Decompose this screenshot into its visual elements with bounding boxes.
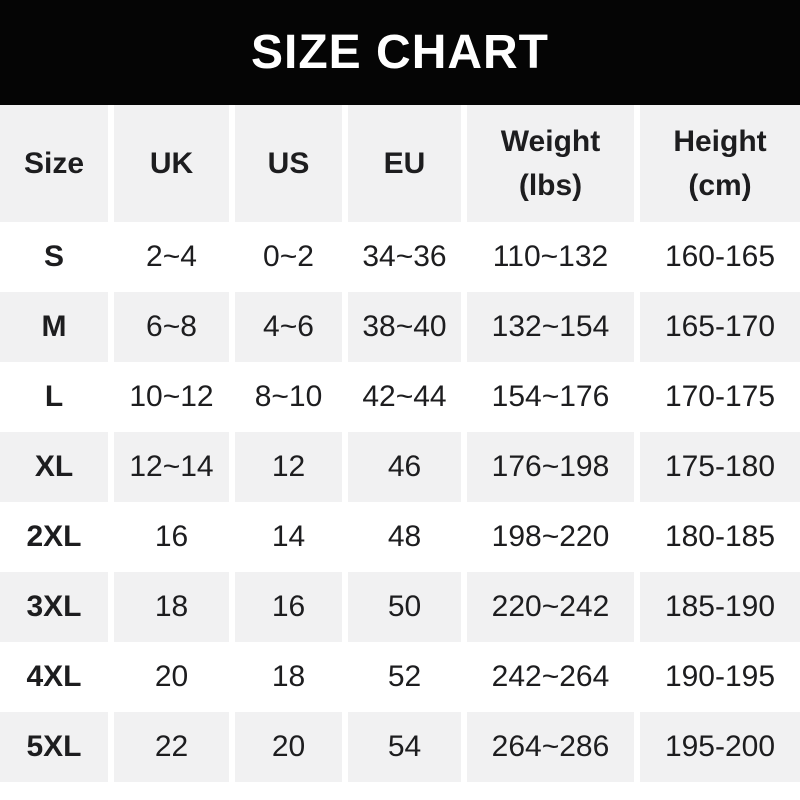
height-value: 170-175 [664,379,776,413]
title-banner: SIZE CHART [0,0,800,105]
column-header-eu-line: EU [383,146,426,180]
us-value: 4~6 [235,292,342,362]
eu-value: 38~40 [348,292,461,362]
column-header-us-line: US [267,146,310,180]
us-value: 16 [235,572,342,642]
uk-value: 16 [154,519,189,553]
us-value: 18 [271,659,306,693]
weight-value: 110~132 [492,239,609,273]
uk-value: 18 [114,572,229,642]
size-label: XL [0,432,108,502]
column-header-eu: EU [348,105,461,222]
uk-value: 22 [114,712,229,782]
column-header-height-line: Height [673,125,767,158]
weight-value: 176~198 [467,432,634,502]
table-row-3xl: 3XL 18 16 50 220~242 185-190 [0,572,800,642]
table-row-5xl: 5XL 22 20 54 264~286 195-200 [0,712,800,782]
height-value: 165-170 [640,292,800,362]
eu-value: 52 [387,659,422,693]
size-label: 4XL [26,659,82,693]
weight-value: 220~242 [467,572,634,642]
column-header-size-line: Size [23,146,85,180]
size-label: S [43,239,64,273]
table-row-4xl: 4XL 20 18 52 242~264 190-195 [0,642,800,712]
page-title: SIZE CHART [251,26,549,79]
eu-value: 42~44 [362,379,447,413]
column-header-weight-line: (lbs) [518,168,583,202]
size-label: 2XL [26,519,82,553]
column-header-height: Height (cm) [640,105,800,222]
size-label: 5XL [0,712,108,782]
uk-value: 20 [154,659,189,693]
eu-value: 34~36 [362,239,447,273]
uk-value: 12~14 [114,432,229,502]
table-row-m: M 6~8 4~6 38~40 132~154 165-170 [0,292,800,362]
us-value: 20 [235,712,342,782]
weight-value: 242~264 [491,659,610,693]
us-value: 8~10 [254,379,323,413]
column-header-weight-line: Weight [500,125,601,158]
table-row-2xl: 2XL 16 14 48 198~220 180-185 [0,502,800,572]
column-header-uk-line: UK [149,146,194,180]
column-header-uk: UK [114,105,229,222]
table-header-row: Size UK US EU Weight (lbs) Height (cm) [0,105,800,222]
weight-value: 132~154 [467,292,634,362]
weight-value: 264~286 [467,712,634,782]
uk-value: 2~4 [146,239,197,273]
size-chart-table: Size UK US EU Weight (lbs) Height (cm) S 2~4 0~2 34… [0,105,800,782]
height-value: 175-180 [640,432,800,502]
column-header-height-line: (cm) [688,168,752,202]
height-value: 160-165 [664,239,776,273]
table-row-xl: XL 12~14 12 46 176~198 175-180 [0,432,800,502]
eu-value: 48 [387,519,422,553]
height-value: 185-190 [640,572,800,642]
us-value: 12 [235,432,342,502]
weight-value: 154~176 [491,379,610,413]
table-row-s: S 2~4 0~2 34~36 110~132 160-165 [0,222,800,292]
height-value: 180-185 [664,519,776,553]
size-label: M [0,292,108,362]
weight-value: 198~220 [491,519,610,553]
size-label: L [44,379,64,413]
uk-value: 10~12 [129,379,214,413]
size-chart-page: SIZE CHART Size UK US EU Weight (lbs) Height (c… [0,0,800,782]
table-row-l: L 10~12 8~10 42~44 154~176 170-175 [0,362,800,432]
column-header-weight: Weight (lbs) [467,105,634,222]
us-value: 14 [271,519,306,553]
eu-value: 50 [348,572,461,642]
height-value: 195-200 [640,712,800,782]
eu-value: 46 [348,432,461,502]
eu-value: 54 [348,712,461,782]
column-header-us: US [235,105,342,222]
height-value: 190-195 [664,659,776,693]
us-value: 0~2 [263,239,314,273]
size-label: 3XL [0,572,108,642]
column-header-size: Size [0,105,108,222]
uk-value: 6~8 [114,292,229,362]
